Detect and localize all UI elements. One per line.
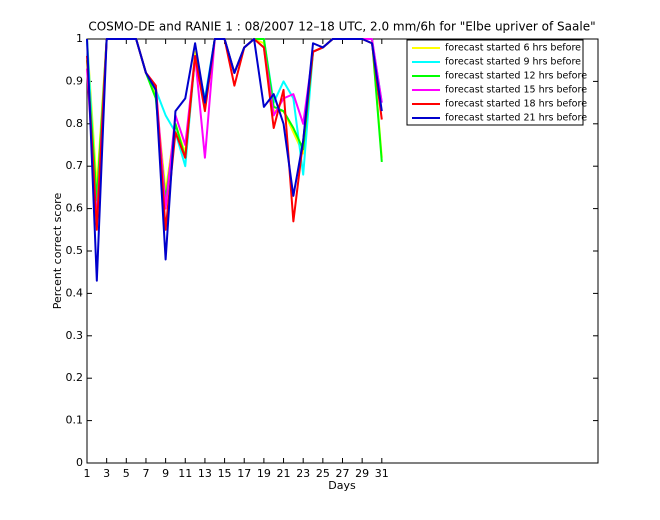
x-tick-label: 3 — [103, 467, 110, 480]
x-tick-label: 7 — [142, 467, 149, 480]
x-tick-label: 11 — [178, 467, 192, 480]
x-tick-label: 25 — [316, 467, 330, 480]
y-axis-label: Percent correct score — [51, 193, 64, 310]
y-tick-label: 1 — [76, 32, 83, 45]
legend-text: forecast started 9 hrs before — [445, 57, 581, 68]
legend-text: forecast started 15 hrs before — [445, 85, 587, 96]
y-tick-label: 0.8 — [66, 117, 84, 130]
legend-text: forecast started 18 hrs before — [445, 99, 587, 110]
y-tick-label: 0.3 — [66, 329, 84, 342]
x-tick-label: 13 — [198, 467, 212, 480]
legend-text: forecast started 21 hrs before — [445, 113, 587, 124]
x-axis-label: Days — [328, 479, 356, 492]
legend-text: forecast started 6 hrs before — [445, 43, 581, 54]
y-tick-label: 0.5 — [66, 244, 84, 257]
y-tick-label: 0.6 — [66, 202, 84, 215]
y-tick-label: 0.2 — [66, 371, 84, 384]
legend-box — [406, 39, 584, 126]
x-tick-label: 1 — [84, 467, 91, 480]
x-tick-label: 21 — [277, 467, 291, 480]
chart-title: COSMO-DE and RANIE 1 : 08/2007 12–18 UTC… — [88, 20, 595, 34]
x-tick-label: 15 — [218, 467, 232, 480]
y-tick-label: 0.4 — [66, 286, 84, 299]
series-line — [86, 38, 383, 282]
x-tick-label: 29 — [355, 467, 369, 480]
y-tick-label: 0.9 — [66, 74, 84, 87]
legend-text: forecast started 12 hrs before — [445, 71, 587, 82]
y-tick-label: 0 — [76, 456, 83, 469]
x-tick-label: 23 — [296, 467, 310, 480]
y-tick-label: 0.1 — [66, 414, 84, 427]
x-tick-label: 5 — [123, 467, 130, 480]
x-tick-label: 19 — [257, 467, 271, 480]
x-tick-label: 9 — [162, 467, 169, 480]
x-tick-label: 31 — [375, 467, 389, 480]
x-tick-label: 17 — [237, 467, 251, 480]
x-tick-label: 27 — [336, 467, 350, 480]
y-tick-label: 0.7 — [66, 159, 84, 172]
